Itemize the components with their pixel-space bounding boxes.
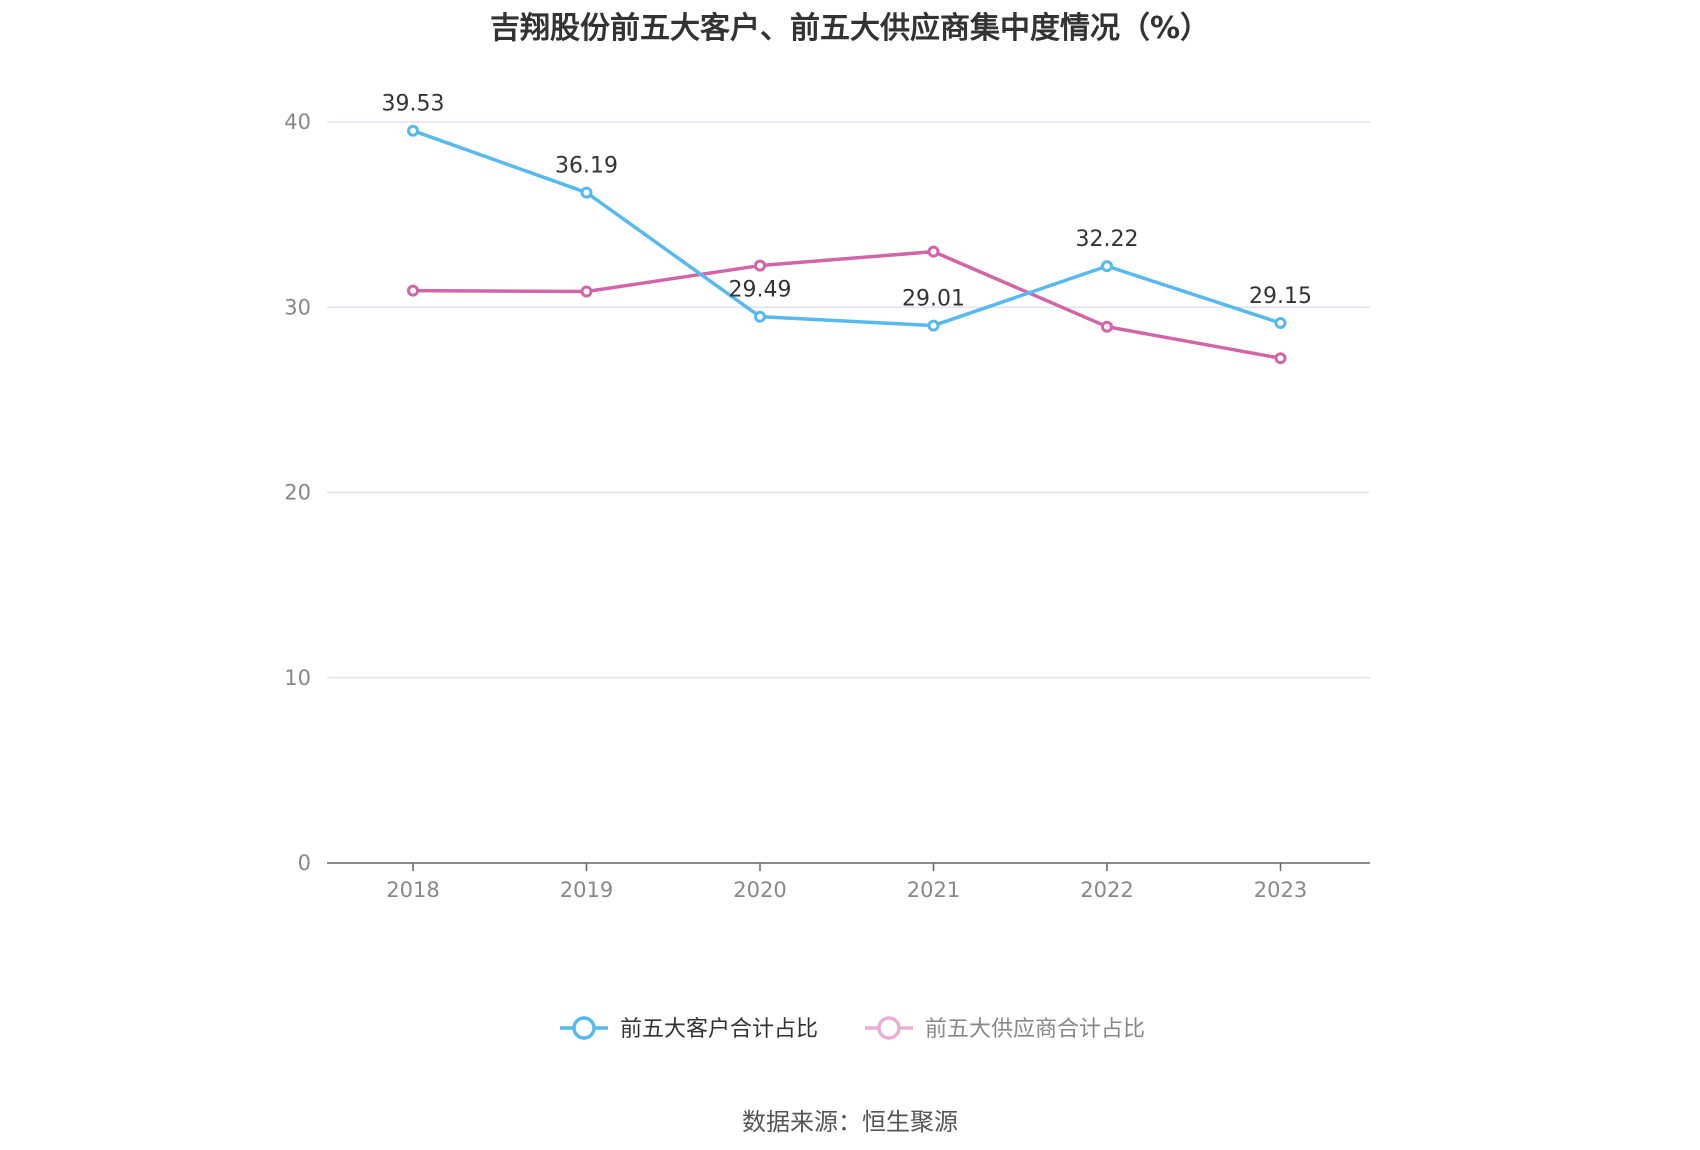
data-point[interactable] — [754, 310, 766, 323]
data-point[interactable] — [407, 284, 419, 297]
source-note: 数据来源：恒生聚源 — [742, 1108, 958, 1136]
x-tick-label: 2018 — [386, 878, 439, 902]
x-tick-label: 2021 — [907, 878, 960, 902]
data-label: 32.22 — [1076, 227, 1139, 252]
y-tick-label: 30 — [284, 295, 311, 319]
data-point[interactable] — [1101, 320, 1113, 333]
data-point[interactable] — [1274, 316, 1287, 329]
data-label: 29.15 — [1249, 284, 1312, 309]
data-label: 36.19 — [555, 154, 618, 179]
x-axis: 2018 2019 2020 2021 2022 2023 — [327, 862, 1370, 902]
data-point[interactable] — [754, 259, 766, 272]
y-tick-label: 10 — [284, 666, 311, 690]
legend-marker — [572, 1016, 596, 1040]
y-axis-ticks: 0 10 20 30 40 — [284, 110, 311, 875]
series-line — [412, 249, 1281, 360]
legend-label: 前五大供应商合计占比 — [925, 1017, 1145, 1042]
legend-label: 前五大客户合计占比 — [620, 1017, 818, 1042]
data-point[interactable] — [927, 245, 940, 258]
data-label: 39.53 — [382, 92, 445, 117]
y-tick-label: 40 — [284, 110, 311, 134]
data-labels: 39.53 36.19 29.49 29.01 32.22 29.15 — [382, 92, 1312, 312]
chart-title: 吉翔股份前五大客户、前五大供应商集中度情况（%） — [490, 11, 1210, 46]
data-label: 29.49 — [729, 278, 792, 303]
y-tick-label: 20 — [284, 481, 311, 505]
data-point[interactable] — [1274, 352, 1287, 365]
x-tick-label: 2020 — [733, 878, 786, 902]
legend-marker — [877, 1016, 901, 1040]
data-point[interactable] — [1101, 260, 1113, 273]
data-point[interactable] — [580, 285, 593, 298]
data-label: 29.01 — [902, 287, 965, 312]
legend-item-0[interactable]: 前五大客户合计占比 — [560, 1016, 818, 1042]
series-1 — [407, 245, 1287, 365]
y-tick-label: 0 — [298, 851, 311, 875]
data-point[interactable] — [580, 186, 593, 199]
legend-item-1[interactable]: 前五大供应商合计占比 — [865, 1016, 1145, 1042]
x-tick-label: 2019 — [560, 878, 613, 902]
grid — [327, 121, 1370, 679]
series-line — [412, 129, 1282, 328]
legend[interactable]: 前五大客户合计占比 前五大供应商合计占比 — [560, 1016, 1145, 1042]
series-0 — [407, 124, 1287, 332]
x-tick-label: 2023 — [1254, 878, 1307, 902]
data-point[interactable] — [927, 319, 940, 332]
series-layer — [407, 124, 1287, 365]
data-point[interactable] — [407, 124, 419, 137]
x-tick-label: 2022 — [1080, 878, 1133, 902]
